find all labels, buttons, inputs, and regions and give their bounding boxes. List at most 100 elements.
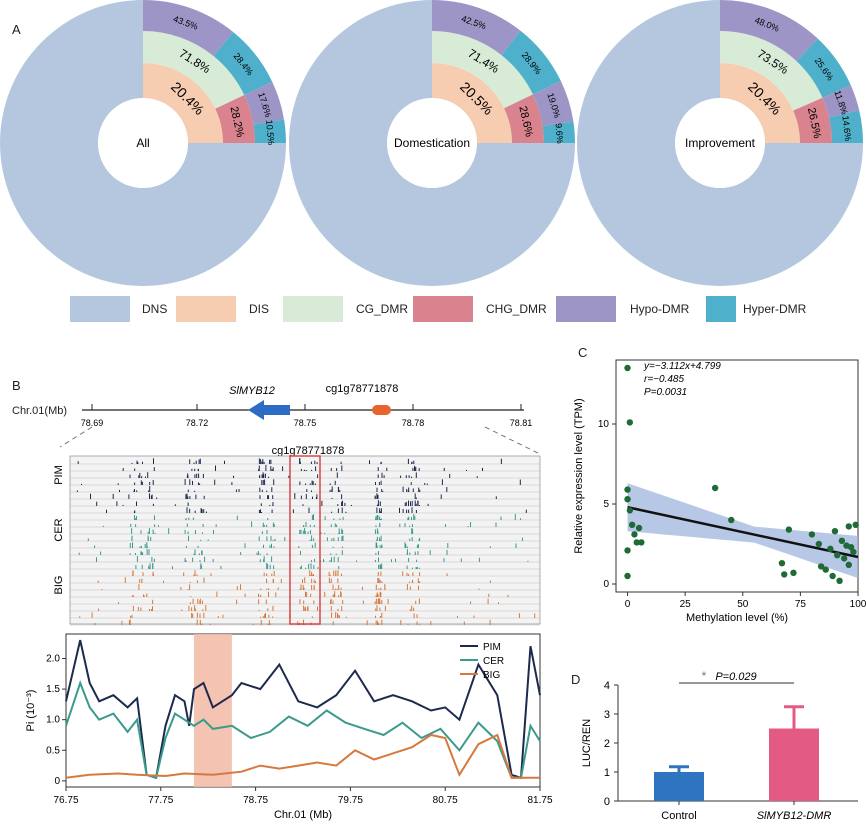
panel-label-a: A	[12, 22, 21, 37]
scatter-point	[631, 531, 638, 538]
marker-label: cg1g78771878	[326, 383, 399, 395]
pi-xtick-label: 81.75	[527, 795, 552, 806]
bar-ytick-label: 2	[604, 738, 610, 750]
donut-slice-cg-hypo	[143, 0, 234, 57]
pi-ytick-label: 0	[54, 776, 60, 787]
donut-slice-dns	[289, 0, 575, 286]
bar-label-dmr: SlMYB12-DMR	[757, 810, 832, 822]
scatter-point	[850, 548, 857, 556]
scatter-point	[815, 540, 823, 548]
pi-xtick-label: 76.75	[53, 795, 78, 806]
chr-axis-label: Chr.01(Mb)	[12, 405, 67, 417]
donut-hole	[387, 98, 477, 188]
scatter-point	[845, 561, 852, 568]
scatter-ytick-label: 5	[603, 499, 609, 510]
donut-slice-cg-hypo	[432, 0, 521, 56]
scatter-point	[711, 484, 719, 492]
pi-ytick-label: 1.5	[46, 684, 60, 695]
scatter-point	[628, 521, 636, 528]
scatter-xtick-label: 100	[850, 599, 866, 610]
donut-slice-chg-hypo	[822, 85, 860, 118]
scatter-point	[626, 419, 634, 426]
panel-label-d: D	[571, 672, 581, 687]
donut-slice-chg-hyper	[542, 121, 575, 143]
pi-ylabel: Pi (10⁻³)	[25, 690, 37, 732]
scatter-ytick-label: 10	[598, 419, 610, 430]
scatter-point	[635, 524, 643, 532]
donut-label-chg-hyper: 14.6%	[840, 115, 853, 142]
scatter-point	[852, 521, 859, 528]
group-label-cer: CER	[53, 518, 65, 541]
scatter-point	[847, 544, 855, 551]
legend-label-dns: DNS	[142, 302, 168, 316]
scatter-xlabel: Methylation level (%)	[686, 612, 788, 624]
donut-slice-cg	[432, 31, 533, 109]
pi-legend-label: PIM	[483, 642, 501, 653]
chr-tick: 78.78	[402, 418, 425, 428]
scatter-fit-line	[627, 505, 859, 559]
pi-xlabel: Chr.01 (Mb)	[274, 809, 332, 821]
marker-label-2: cg1g78771878	[272, 445, 345, 457]
scatter-point	[638, 539, 645, 546]
scatter-point	[633, 539, 640, 546]
pi-xtick-label: 78.75	[243, 795, 268, 806]
scatter-p: P=0.0031	[644, 387, 687, 398]
group-label-pim: PIM	[53, 465, 65, 485]
scatter-point	[836, 577, 843, 584]
donut-slice-chg	[215, 94, 255, 143]
donut-slice-dis	[720, 63, 800, 143]
bar-label-control: Control	[661, 810, 696, 822]
panel-label-c: C	[578, 345, 588, 360]
bar-sig-p: P=0.029	[715, 671, 756, 683]
donut-center-label: Improvement	[685, 136, 756, 150]
gene-label: SlMYB12	[229, 385, 275, 397]
pi-xtick-label: 80.75	[433, 795, 458, 806]
scatter-point	[728, 516, 735, 524]
donut-center-label: Domestication	[394, 136, 470, 150]
legend-swatch-dis	[176, 296, 236, 322]
pi-series-cer	[65, 680, 541, 780]
scatter-point	[808, 531, 816, 538]
pi-series-big	[65, 733, 540, 779]
scatter-point	[845, 523, 852, 530]
pi-ytick-label: 0.5	[46, 745, 60, 756]
pi-series-pim	[65, 639, 541, 780]
pi-legend-label: CER	[483, 656, 504, 667]
bar	[769, 728, 819, 801]
scatter-xtick-label: 25	[680, 599, 692, 610]
scatter-point	[624, 486, 631, 493]
donut-slice-chg-hypo	[244, 81, 285, 125]
donut-slice-dns	[577, 0, 863, 286]
legend-swatch-hyper	[706, 296, 736, 322]
gene-arrow	[248, 400, 290, 420]
scatter-point	[822, 566, 829, 573]
donut-slice-cg	[143, 31, 245, 109]
scatter-point	[624, 572, 631, 580]
legend-label-chg: CHG_DMR	[486, 302, 547, 316]
bar-ytick-label: 4	[604, 680, 610, 692]
chr-tick: 78.75	[294, 418, 317, 428]
pi-plot: 0 0.5 1.0 1.5 2.0 76.75 77.75 78.75 79.75 80.75 81…	[25, 633, 553, 821]
donut-slice-cg-hyper	[796, 38, 851, 98]
donut-slice-chg-hyper	[253, 119, 286, 143]
legend-label-hyper: Hyper-DMR	[743, 302, 807, 316]
scatter-point	[785, 526, 793, 533]
scatter-xtick-label: 50	[737, 599, 749, 610]
scatter-point	[778, 560, 786, 567]
panel-b: Chr.01(Mb) 78.69 78.72 78.75 78.78 78.81…	[12, 383, 553, 821]
bar-ytick-label: 3	[604, 709, 610, 721]
scatter-ytick-label: 0	[603, 579, 609, 590]
pi-ytick-label: 1.0	[46, 715, 60, 726]
scatter-plot: 0 25 50 75 100 0 5 10 Methylation level (%) Relat…	[573, 359, 866, 624]
scatter-point	[831, 528, 839, 535]
legend-label-dis: DIS	[249, 302, 270, 316]
bar-chart: 0 1 2 3 4 Control SlMYB12-DMR LUC/REN * P=0.029	[581, 669, 858, 822]
marker-oval	[372, 405, 391, 415]
pi-ytick-label: 2.0	[46, 653, 60, 664]
methylation-tracks	[69, 455, 541, 626]
scatter-xtick-label: 75	[795, 599, 807, 610]
donut-slice-chg	[793, 97, 832, 143]
scatter-point	[626, 507, 634, 514]
donut-slice-chg-hyper	[829, 110, 863, 143]
